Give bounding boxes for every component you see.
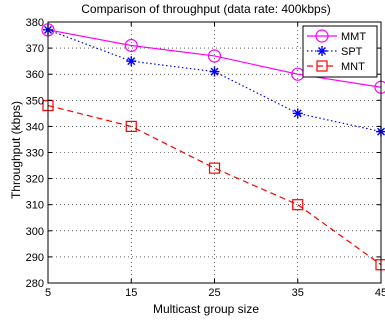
series-mnt xyxy=(42,99,385,271)
legend-label-mmt: MMT xyxy=(341,31,366,43)
y-tick-label: 380 xyxy=(26,17,44,29)
y-tick-label: 370 xyxy=(26,43,44,55)
y-tick-label: 280 xyxy=(26,278,44,290)
data-point-mnt xyxy=(292,199,304,211)
y-tick-label: 320 xyxy=(26,174,44,186)
data-point-mnt xyxy=(208,162,221,174)
data-point-spt xyxy=(292,108,303,119)
legend-entry-mmt: MMT xyxy=(307,29,366,43)
asterisk-stroke xyxy=(318,47,326,55)
y-tick-label: 300 xyxy=(26,226,44,238)
y-tick-label: 350 xyxy=(26,95,44,107)
series-line-mnt xyxy=(47,104,382,266)
y-axis-label: Throughput (kbps) xyxy=(9,101,23,199)
legend-entry-spt: SPT xyxy=(307,46,363,58)
legend-entry-mnt: MNT xyxy=(307,60,365,73)
legend-marker-spt xyxy=(317,46,327,56)
asterisk-stroke xyxy=(293,109,302,118)
axis-ticks: 5 15 25 35 45 280 290 300 310 320 330 340 350 360 370 3… xyxy=(26,17,385,299)
series-line-mmt xyxy=(47,29,382,88)
y-tick-label: 310 xyxy=(26,200,44,212)
legend-marker-mmt xyxy=(315,29,329,43)
asterisk-stroke xyxy=(210,67,219,76)
data-point-mmt xyxy=(124,38,138,53)
chart-title: Comparison of throughput (data rate: 400… xyxy=(81,2,330,16)
legend-label-mnt: MNT xyxy=(341,61,365,73)
legend-label-spt: SPT xyxy=(341,46,363,58)
x-tick-label: 25 xyxy=(208,287,220,299)
x-tick-label: 35 xyxy=(292,287,304,299)
data-point-spt xyxy=(209,66,220,77)
asterisk-stroke xyxy=(127,57,136,66)
x-tick-label: 15 xyxy=(125,287,137,299)
data-point-mnt xyxy=(125,120,137,133)
data-point-mmt xyxy=(207,49,222,63)
legend: MMT SPT MNT xyxy=(302,25,378,78)
x-tick-label: 5 xyxy=(45,287,51,299)
legend-marker-mnt xyxy=(316,60,328,72)
x-tick-label: 45 xyxy=(375,287,385,299)
data-point-spt xyxy=(126,56,137,67)
y-tick-label: 360 xyxy=(26,69,44,81)
y-tick-label: 340 xyxy=(26,121,44,133)
y-tick-label: 330 xyxy=(26,148,44,160)
x-axis-label: Multicast group size xyxy=(153,302,259,316)
y-tick-label: 290 xyxy=(26,252,44,264)
